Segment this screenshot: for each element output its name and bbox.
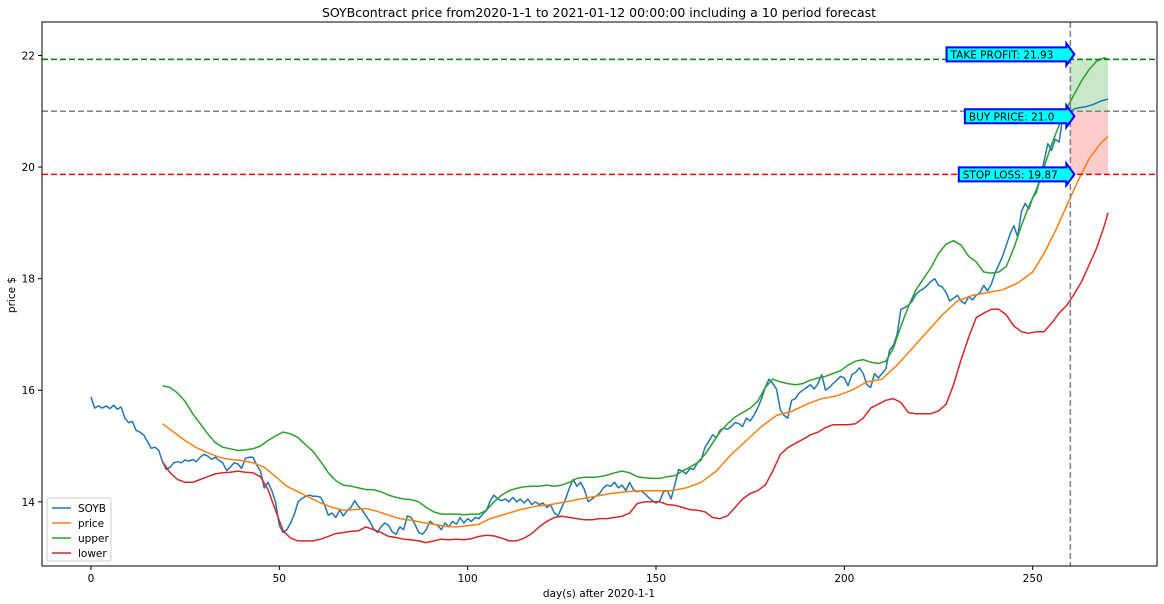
legend-entry-lower: lower <box>78 548 107 560</box>
take-profit-annotation: TAKE PROFIT: 21.93 <box>945 40 1076 69</box>
x-tick-label: 100 <box>458 573 478 585</box>
y-tick-label: 14 <box>22 497 36 509</box>
annotation-label: TAKE PROFIT: 21.93 <box>950 49 1054 61</box>
annotation-label: BUY PRICE: 21.0 <box>969 111 1055 123</box>
x-tick-label: 0 <box>88 573 95 585</box>
buy-price-annotation: BUY PRICE: 21.0 <box>963 102 1076 131</box>
x-tick-label: 50 <box>273 573 286 585</box>
y-axis-label: price $ <box>6 277 18 313</box>
plot-area: 0 50 100 150 200 250 14 16 18 20 22 TAKE PROFIT: 21… <box>22 21 1158 585</box>
annotation-label: STOP LOSS: 19.87 <box>963 169 1058 181</box>
x-tick-label: 200 <box>834 573 854 585</box>
series-line-upper <box>162 56 1109 516</box>
chart-title: SOYBcontract price from2020-1-1 to 2021-… <box>322 5 876 20</box>
legend-box <box>46 497 112 562</box>
y-tick-label: 18 <box>22 274 35 286</box>
series-line-lower <box>161 212 1109 544</box>
legend-entry-upper: upper <box>78 533 109 545</box>
y-tick-label: 22 <box>22 50 35 62</box>
shaded-region-profit <box>1070 59 1109 112</box>
annotation-arrow <box>957 160 1076 189</box>
legend-entry-soyb: SOYB <box>78 503 106 515</box>
x-axis-label: day(s) after 2020-1-1 <box>543 588 655 600</box>
x-tick-label: 250 <box>1023 573 1043 585</box>
y-tick-label: 16 <box>22 385 36 397</box>
legend: SOYB price upper lower <box>46 497 112 562</box>
y-tick-label: 20 <box>22 162 35 174</box>
series-line-soyb <box>90 98 1109 535</box>
plot-frame <box>41 21 1158 567</box>
x-tick-label: 150 <box>646 573 666 585</box>
series-line-price <box>162 135 1109 528</box>
stop-loss-annotation: STOP LOSS: 19.87 <box>957 160 1076 189</box>
annotation-arrow <box>945 40 1076 69</box>
annotation-arrow <box>963 102 1076 131</box>
legend-entry-price: price <box>78 518 104 530</box>
